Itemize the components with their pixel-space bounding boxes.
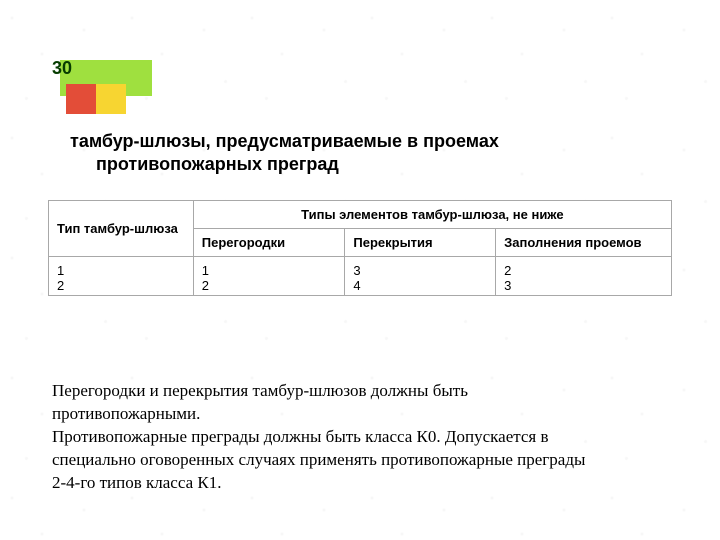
cell-val: 2 [57,278,185,293]
cell-val: 2 [202,278,337,293]
page-number: 30 [52,58,72,79]
table-header-row-1: Тип тамбур-шлюза Типы элементов тамбур-ш… [49,201,672,229]
body-line: специально оговоренных случаях применять… [52,449,672,472]
cell-val: 3 [504,278,663,293]
title-line-2: противопожарных преград [96,153,650,176]
table-row-header: Тип тамбур-шлюза [49,201,194,257]
cell-val: 1 [202,263,337,278]
table-col-1: Перегородки [193,229,345,257]
body-line: Перегородки и перекрытия тамбур-шлюзов д… [52,380,672,403]
cell-val: 3 [353,263,487,278]
table-super-header: Типы элементов тамбур-шлюза, не ниже [193,201,671,229]
table-col-2: Перекрытия [345,229,496,257]
cell-val: 1 [57,263,185,278]
title-line-1: тамбур-шлюзы, предусматриваемые в проема… [70,131,499,151]
table-row: 1 2 1 2 3 4 2 3 [49,257,672,296]
logo-yellow-box [96,84,126,114]
slide-title: тамбур-шлюзы, предусматриваемые в проема… [70,130,650,177]
body-line: Противопожарные преграды должны быть кла… [52,426,672,449]
cell-c1: 1 2 [193,257,345,296]
body-paragraph: Перегородки и перекрытия тамбур-шлюзов д… [52,380,672,495]
table-col-3: Заполнения проемов [496,229,672,257]
cell-c3: 2 3 [496,257,672,296]
header-logo [60,60,152,120]
cell-c2: 3 4 [345,257,496,296]
airlock-table: Тип тамбур-шлюза Типы элементов тамбур-ш… [48,200,672,296]
table-container: Тип тамбур-шлюза Типы элементов тамбур-ш… [48,200,672,296]
cell-type: 1 2 [49,257,194,296]
body-line: противопожарными. [52,403,672,426]
cell-val: 2 [504,263,663,278]
logo-red-box [66,84,96,114]
cell-val: 4 [353,278,487,293]
body-line: 2-4-го типов класса К1. [52,472,672,495]
